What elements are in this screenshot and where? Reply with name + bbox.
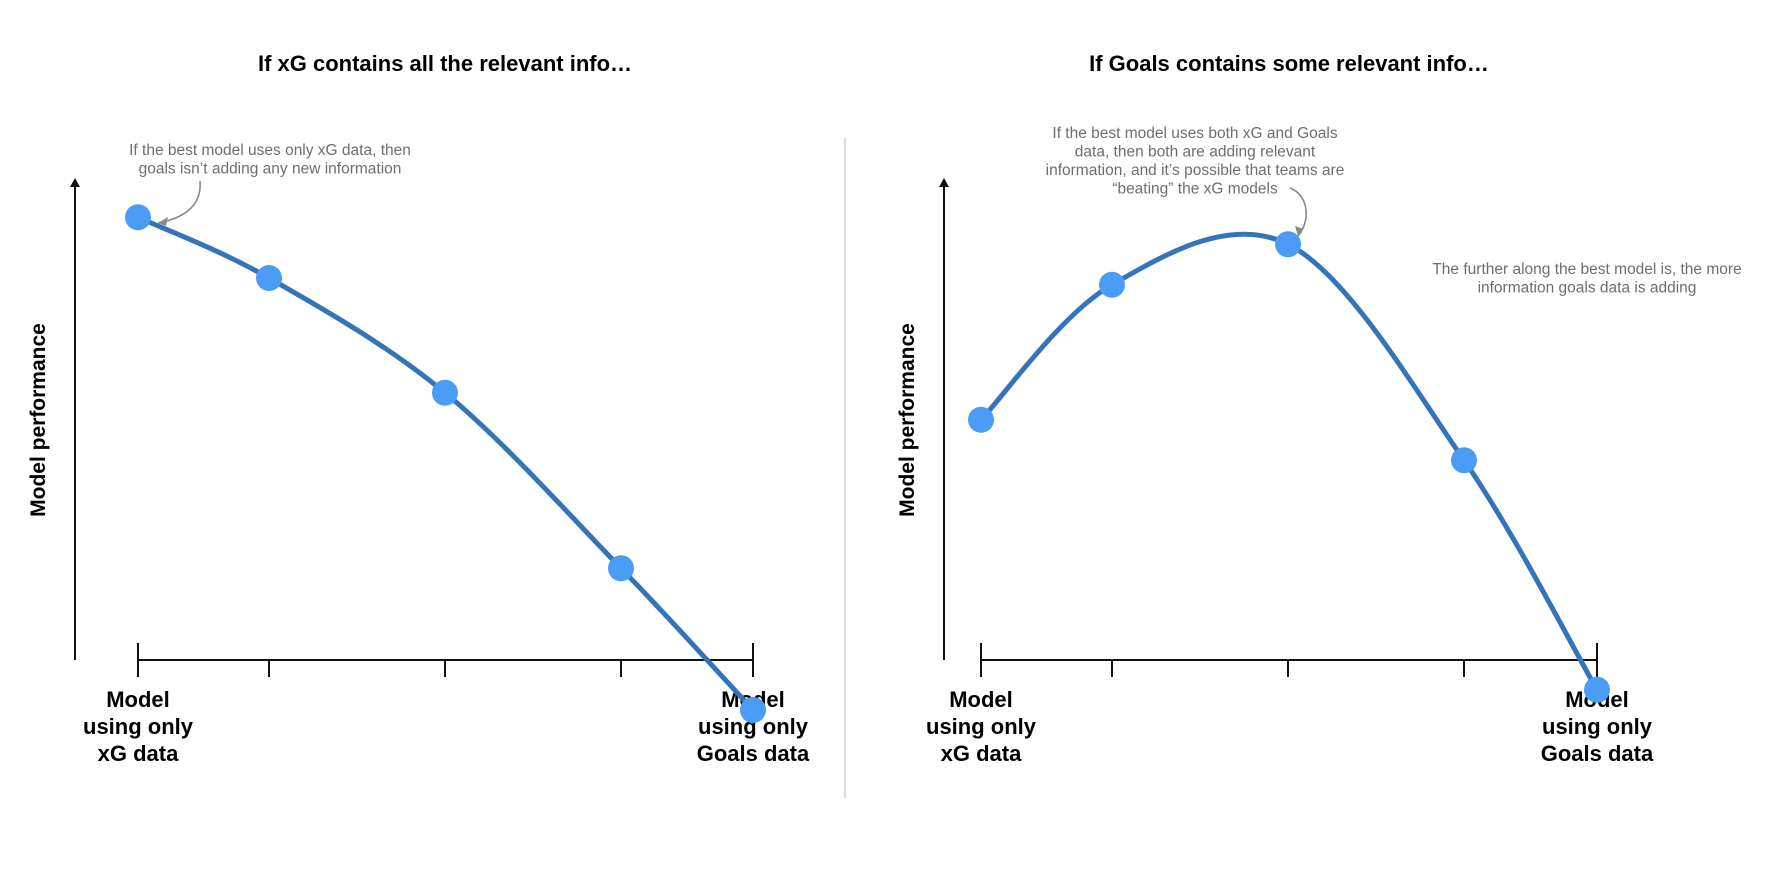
series-line: [135, 214, 756, 713]
annotation-arrowhead: [158, 217, 168, 226]
data-point: [608, 555, 634, 582]
x-tick-label-start: Model using only xG data: [83, 687, 194, 766]
data-point: [968, 406, 994, 433]
annotation-text: If the best model uses both xG and Goals…: [1046, 125, 1345, 198]
y-axis-arrowhead: [939, 178, 949, 187]
chart-title: If xG contains all the relevant info…: [258, 51, 632, 76]
data-point: [1099, 271, 1125, 298]
data-point: [1584, 676, 1610, 703]
annotation-text: If the best model uses only xG data, the…: [129, 142, 411, 178]
y-axis-label: Model performance: [27, 323, 50, 517]
y-axis-label: Model performance: [896, 323, 919, 517]
data-point: [432, 379, 458, 406]
x-tick-label-start: Model using only xG data: [926, 687, 1037, 766]
annotation-text: The further along the best model is, the…: [1432, 261, 1741, 297]
annotation-arrow: [157, 180, 201, 224]
annotation-arrowhead: [1295, 226, 1303, 236]
chart-panel-left: If xG contains all the relevant info… Mod…: [27, 51, 810, 766]
data-point: [125, 204, 151, 231]
data-point: [740, 697, 766, 723]
chart-panel-right: If Goals contains some relevant info… Mod…: [896, 51, 1742, 766]
series-line: [978, 231, 1600, 693]
data-point: [256, 265, 282, 291]
data-point: [1451, 447, 1477, 474]
chart-title: If Goals contains some relevant info…: [1089, 51, 1489, 76]
data-point: [1275, 231, 1301, 258]
y-axis-arrowhead: [70, 178, 80, 187]
